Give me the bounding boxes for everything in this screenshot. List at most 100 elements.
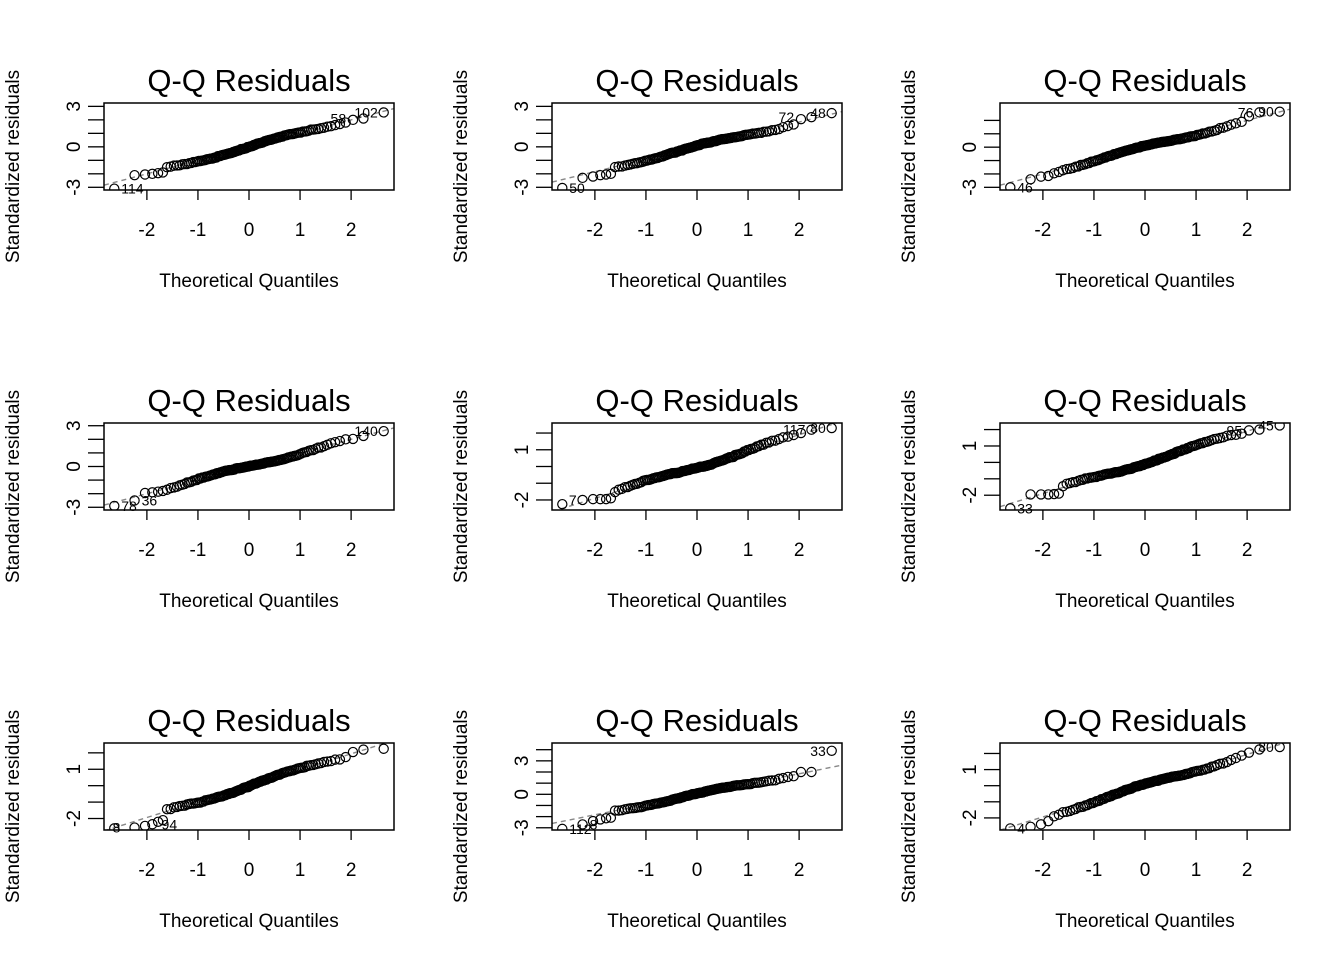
data-point: [826, 107, 837, 119]
data-point: [1254, 744, 1265, 755]
data-point: [587, 493, 599, 505]
data-point: [109, 183, 120, 190]
x-tick-label: -2: [138, 220, 155, 241]
data-point: [1025, 821, 1036, 830]
data-point: [109, 500, 120, 510]
data-point: [826, 745, 837, 757]
plot-frame: [999, 742, 1291, 831]
y-tick-label: 1: [64, 764, 85, 775]
data-point: [1214, 122, 1226, 134]
x-tick-label: -2: [586, 540, 603, 561]
data-point: [152, 167, 164, 179]
x-tick-label: 0: [1140, 540, 1151, 561]
data-point: [1057, 807, 1069, 818]
data-point: [795, 427, 807, 439]
data-point: [129, 822, 140, 830]
x-tick-label: 1: [1191, 860, 1202, 881]
reference-line: [104, 743, 389, 830]
data-point: [806, 111, 817, 123]
data-point: [1043, 815, 1054, 827]
outlier-label: 8: [113, 820, 121, 836]
x-axis-label: Theoretical Quantiles: [1055, 591, 1235, 612]
points-group: [1005, 743, 1285, 830]
data-point: [1243, 111, 1255, 122]
outlier-label: 4: [1017, 820, 1025, 836]
data-point: [758, 439, 769, 450]
outlier-label: 76: [1238, 104, 1254, 120]
plot-frame: [551, 102, 843, 191]
data-point: [1230, 752, 1242, 764]
data-point: [577, 172, 588, 184]
data-point: [1211, 124, 1223, 136]
x-tick-label: 0: [1140, 860, 1151, 881]
data-point: [378, 425, 389, 437]
outlier-label: 36: [142, 492, 158, 508]
data-point: [308, 444, 319, 456]
data-point: [600, 493, 612, 505]
y-tick-label: 1: [512, 444, 533, 455]
data-point: [347, 746, 359, 758]
qq-panel-5: Q-Q Residuals Theoretical Quantiles Standa…: [451, 383, 843, 612]
x-tick-label: 1: [295, 860, 306, 881]
x-tick-label: 2: [346, 540, 357, 561]
y-tick-label: 3: [512, 101, 533, 112]
data-point: [340, 117, 351, 128]
data-point: [1225, 754, 1237, 766]
x-tick-label: -2: [138, 540, 155, 561]
data-point: [139, 169, 151, 180]
reference-line: [104, 107, 394, 186]
y-axis-label: Standardized residuals: [451, 710, 472, 903]
x-axis-label: Theoretical Quantiles: [1055, 911, 1235, 932]
x-tick-label: 1: [1191, 220, 1202, 241]
reference-line: [1000, 423, 1277, 508]
data-point: [347, 114, 359, 126]
x-tick-label: 2: [794, 540, 805, 561]
data-point: [777, 772, 789, 784]
plot-frame: [103, 102, 395, 191]
data-point: [1214, 758, 1226, 770]
outlier-label: 140: [354, 423, 378, 439]
data-point: [313, 442, 324, 453]
data-point: [322, 756, 333, 767]
data-point: [1254, 107, 1265, 118]
qq-panel-6: Q-Q Residuals Theoretical Quantiles Standa…: [899, 383, 1291, 612]
x-tick-label: 0: [692, 860, 703, 881]
x-tick-label: 2: [1242, 540, 1253, 561]
reference-line: [1000, 108, 1290, 186]
data-point: [378, 107, 389, 118]
x-tick-label: 2: [1242, 860, 1253, 881]
qq-panel-4: Q-Q Residuals Theoretical Quantiles Standa…: [3, 383, 395, 612]
outlier-label: 78: [121, 498, 137, 514]
data-point: [347, 433, 359, 445]
x-tick-label: -1: [1085, 220, 1102, 241]
y-tick-label: 3: [64, 101, 85, 112]
plot-frame: [103, 422, 395, 511]
data-point: [147, 168, 158, 180]
qq-panel-3: Q-Q Residuals Theoretical Quantiles Standa…: [899, 63, 1291, 292]
data-point: [1201, 127, 1213, 139]
x-tick-label: -2: [138, 860, 155, 881]
y-axis-label: Standardized residuals: [899, 390, 920, 583]
points-group: [557, 107, 837, 190]
data-point: [129, 169, 140, 181]
y-tick-label: 0: [64, 142, 85, 153]
y-axis-label: Standardized residuals: [3, 70, 24, 263]
x-tick-label: 2: [794, 860, 805, 881]
points-group: [1005, 423, 1285, 510]
data-point: [329, 436, 341, 448]
x-tick-label: 1: [1191, 540, 1202, 561]
data-point: [795, 113, 807, 125]
y-tick-label: -3: [64, 499, 85, 516]
data-point: [795, 766, 807, 778]
data-point: [1035, 489, 1047, 500]
y-axis-label: Standardized residuals: [3, 390, 24, 583]
data-point: [766, 435, 778, 446]
x-tick-label: 0: [244, 540, 255, 561]
qq-panel-1: Q-Q Residuals Theoretical Quantiles Standa…: [3, 63, 395, 292]
y-axis-label: Standardized residuals: [451, 70, 472, 263]
x-tick-label: 1: [743, 860, 754, 881]
x-tick-label: -2: [586, 860, 603, 881]
y-axis-label: Standardized residuals: [3, 710, 24, 903]
data-point: [1230, 429, 1242, 440]
